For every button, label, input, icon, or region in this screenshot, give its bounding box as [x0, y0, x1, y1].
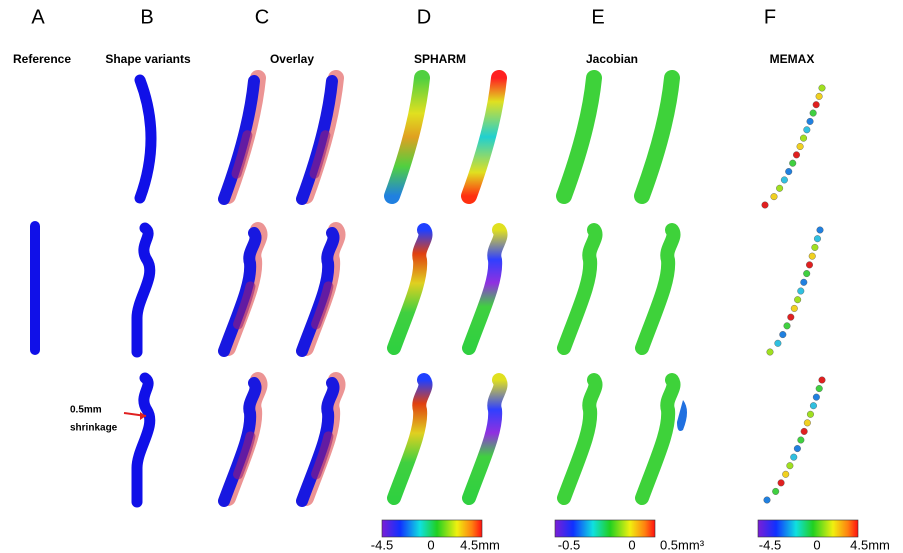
tube: [469, 380, 501, 498]
node: [813, 101, 820, 108]
node: [809, 253, 816, 260]
node: [819, 377, 826, 384]
tube: [564, 380, 596, 498]
panel-title: Shape variants: [105, 52, 191, 66]
node: [762, 202, 769, 209]
node: [793, 152, 800, 159]
panel-title: Reference: [13, 52, 71, 66]
node: [803, 270, 810, 277]
node: [767, 349, 774, 356]
node: [775, 340, 782, 347]
node: [804, 420, 811, 427]
tube: [140, 80, 151, 198]
colorbar-label: -4.5: [371, 537, 393, 552]
node: [790, 454, 797, 461]
node: [798, 437, 805, 444]
node: [772, 488, 779, 495]
node: [771, 193, 778, 200]
node: [810, 110, 817, 117]
node: [785, 168, 792, 175]
node: [778, 480, 785, 487]
node: [780, 331, 787, 338]
node: [806, 262, 813, 269]
node: [813, 394, 820, 401]
tube: [137, 378, 150, 502]
panel-letter: F: [764, 6, 776, 28]
panel-title: Overlay: [270, 52, 314, 66]
tube: [642, 78, 672, 196]
node: [807, 118, 814, 125]
panel-letter: B: [140, 6, 153, 28]
node: [776, 185, 783, 192]
colorbar-label: 4.5mm: [460, 537, 500, 552]
tube: [469, 78, 499, 196]
panel-title: Jacobian: [586, 52, 638, 66]
tube: [564, 230, 596, 348]
node: [782, 471, 789, 478]
node: [800, 279, 807, 286]
tube: [642, 380, 674, 498]
node: [800, 135, 807, 142]
node: [787, 462, 794, 469]
tube: [394, 230, 426, 348]
colorbar: [382, 520, 482, 537]
node: [791, 305, 798, 312]
annotation: 0.5mm: [70, 405, 102, 416]
colorbar-label: 4.5mm: [850, 537, 890, 552]
node: [810, 402, 817, 409]
node: [807, 411, 814, 418]
node: [797, 143, 804, 150]
tube: [469, 230, 501, 348]
colorbar-label: -0.5: [558, 537, 580, 552]
node: [816, 93, 823, 100]
page: A Reference B Shape variants C Overlay D SPHARM…: [0, 0, 903, 553]
colorbar-label: 0: [628, 537, 635, 552]
node: [789, 160, 796, 167]
node: [817, 227, 824, 234]
node: [804, 126, 811, 133]
panel-letter: A: [31, 6, 45, 28]
node: [794, 445, 801, 452]
node: [816, 385, 823, 392]
node: [819, 85, 826, 92]
colorbar-label: 0: [427, 537, 434, 552]
panel-title: MEMAX: [770, 52, 815, 66]
node: [788, 314, 795, 321]
colorbar-label: 0.5mm³: [660, 537, 705, 552]
colorbar: [758, 520, 858, 537]
tube: [564, 78, 594, 196]
node: [814, 235, 821, 242]
panel-letter: C: [255, 6, 269, 28]
colorbar-label: 0: [813, 537, 820, 552]
panel-letter: D: [417, 6, 431, 28]
tube: [137, 228, 150, 352]
blob: [677, 400, 687, 431]
node: [794, 296, 801, 303]
node: [797, 288, 804, 295]
colorbar-label: -4.5: [759, 537, 781, 552]
panel-title: SPHARM: [414, 52, 466, 66]
tube: [642, 230, 674, 348]
node: [812, 244, 819, 251]
node: [801, 428, 808, 435]
node: [781, 177, 788, 184]
panel-letter: E: [591, 6, 604, 28]
figure: A Reference B Shape variants C Overlay D SPHARM…: [0, 0, 903, 553]
tube: [394, 380, 426, 498]
tube: [392, 78, 422, 196]
annotation: shrinkage: [70, 423, 118, 434]
colorbar: [555, 520, 655, 537]
node: [764, 497, 771, 504]
node: [784, 323, 791, 330]
